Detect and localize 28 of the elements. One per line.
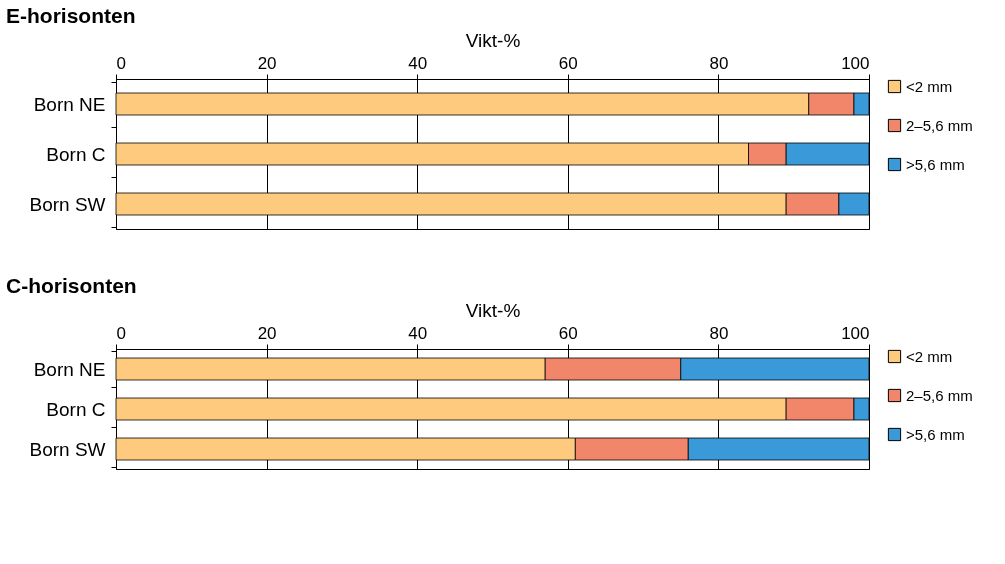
y-tick-label: Born SW [29,438,106,460]
legend-label: <2 mm [906,77,953,95]
x-tick-label: 20 [257,323,277,343]
x-tick-label: 80 [709,53,729,73]
x-tick-label: 100 [841,323,870,343]
x-axis-title: Vikt-% [465,299,521,321]
y-tick-label: Born C [46,143,106,165]
x-tick-label: 100 [841,53,870,73]
chart-title: C-horisonten [6,274,137,297]
legend-label: 2–5,6 mm [906,386,973,404]
legend-label: >5,6 mm [906,425,965,443]
x-tick-label: 20 [257,53,277,73]
x-tick-label: 40 [408,53,428,73]
x-tick-label: 60 [558,53,578,73]
x-tick-label: 40 [408,323,428,343]
x-tick-label: 0 [116,53,126,73]
legend-label: 2–5,6 mm [906,116,973,134]
x-tick-label: 80 [709,323,729,343]
chart-title: E-horisonten [6,4,136,27]
y-tick-label: Born SW [29,193,106,215]
x-tick-label: 0 [116,323,126,343]
legend-label: >5,6 mm [906,155,965,173]
x-tick-label: 60 [558,323,578,343]
legend-label: <2 mm [906,347,953,365]
y-tick-label: Born C [46,398,106,420]
x-axis-title: Vikt-% [465,29,521,51]
y-tick-label: Born NE [33,358,106,380]
y-tick-label: Born NE [33,93,106,115]
